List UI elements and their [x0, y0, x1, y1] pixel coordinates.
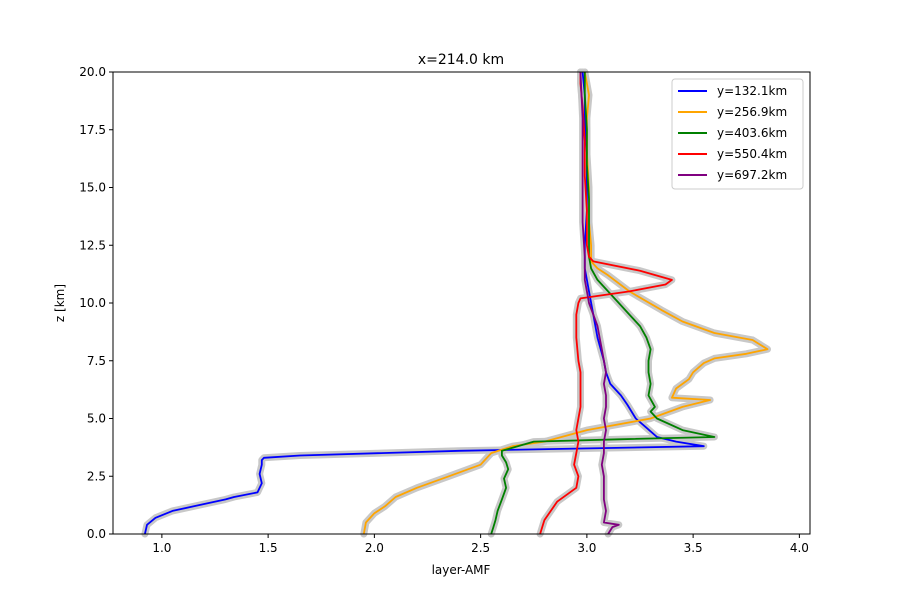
- y-tick-label: 20.0: [79, 65, 106, 79]
- x-tick-label: 3.0: [577, 541, 596, 555]
- x-tick-label: 3.5: [684, 541, 703, 555]
- x-axis: 1.0 1.5 2.0 2.5 3.0 3.5 4.0: [152, 534, 809, 555]
- y-tick-label: 15.0: [79, 181, 106, 195]
- x-tick-label: 1.0: [152, 541, 171, 555]
- legend-label: y=697.2km: [717, 168, 787, 182]
- y-tick-label: 12.5: [79, 238, 106, 252]
- series-line-2: [362, 71, 769, 535]
- series-line-4: [539, 72, 673, 535]
- y-axis: 0.0 2.5 5.0 7.5 10.0 12.5 15.0 17.5 20.0: [79, 65, 113, 541]
- legend-frame: [671, 78, 804, 190]
- legend-label: y=256.9km: [717, 105, 787, 119]
- legend-label: y=132.1km: [717, 84, 787, 98]
- x-tick-label: 4.0: [790, 541, 809, 555]
- y-axis-label: z [km]: [53, 284, 67, 322]
- series-line-5: [579, 71, 620, 535]
- y-tick-label: 7.5: [87, 354, 106, 368]
- y-tick-label: 5.0: [87, 412, 106, 426]
- x-tick-label: 2.0: [365, 541, 384, 555]
- x-tick-label: 2.5: [471, 541, 490, 555]
- y-tick-label: 10.0: [79, 296, 106, 310]
- y-tick-label: 17.5: [79, 123, 106, 137]
- chart-title: x=214.0 km: [418, 52, 504, 68]
- y-tick-label: 2.5: [87, 469, 106, 483]
- legend-label: y=550.4km: [717, 147, 787, 161]
- y-tick-label: 0.0: [87, 527, 106, 541]
- x-tick-label: 1.5: [259, 541, 278, 555]
- series-lines: [144, 71, 769, 535]
- x-axis-label: layer-AMF: [432, 563, 491, 577]
- legend-label: y=403.6km: [717, 126, 787, 140]
- legend: y=132.1km y=256.9km y=403.6km y=550.4km y=69…: [671, 78, 804, 190]
